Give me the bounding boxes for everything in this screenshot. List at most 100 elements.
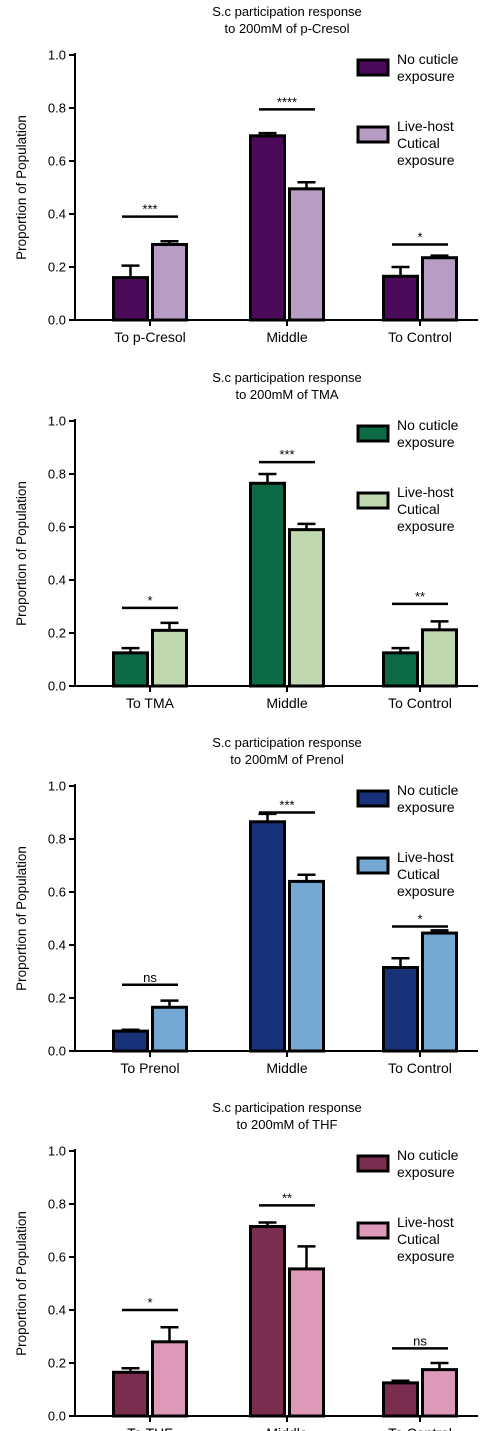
significance-label: *** (279, 798, 294, 813)
x-tick-label: To THF (127, 1425, 173, 1431)
y-tick-label: 0.4 (48, 573, 66, 588)
y-tick-label: 0.2 (48, 1356, 66, 1371)
legend-swatch (356, 1221, 390, 1240)
y-tick-label: 0.0 (48, 1044, 66, 1059)
bar (151, 242, 188, 322)
bar (151, 1340, 188, 1418)
significance-label: ns (413, 1333, 427, 1348)
legend-label: No cuticle (397, 417, 459, 433)
y-tick-label: 1.0 (48, 48, 66, 63)
y-tick-label: 0.6 (48, 520, 66, 535)
y-tick-label: 0.8 (48, 467, 66, 482)
y-tick-label: 0.8 (48, 101, 66, 116)
chart-title-line2: to 200mM of Prenol (230, 752, 344, 767)
bar (288, 879, 325, 1053)
legend-label: Live-host (397, 484, 454, 500)
legend-label: Cutical (397, 866, 440, 882)
y-tick-label: 0.4 (48, 207, 66, 222)
significance-label: *** (279, 447, 294, 462)
significance-label: * (417, 911, 422, 926)
x-tick-label: To Control (388, 1425, 452, 1431)
chart-title-line1: S.c participation response (212, 1100, 362, 1115)
legend-label: exposure (397, 152, 455, 168)
bar (382, 1381, 419, 1418)
y-tick-label: 0.8 (48, 1197, 66, 1212)
bar (421, 256, 458, 322)
x-tick-label: To Control (388, 329, 452, 345)
bar (288, 1267, 325, 1418)
x-tick-label: Middle (266, 695, 307, 711)
significance-label: * (417, 229, 422, 244)
y-tick-label: 1.0 (48, 779, 66, 794)
bar (288, 187, 325, 322)
chart-title-line2: to 200mM of THF (237, 1117, 338, 1132)
chart-title-line1: S.c participation response (212, 370, 362, 385)
bar (249, 481, 286, 688)
y-tick-label: 0.2 (48, 991, 66, 1006)
significance-label: ** (415, 589, 425, 604)
legend-label: Cutical (397, 501, 440, 517)
x-tick-label: To TMA (126, 695, 175, 711)
x-tick-label: Middle (266, 1060, 307, 1076)
legend-label: Cutical (397, 135, 440, 151)
legend-label: exposure (397, 1248, 455, 1264)
bar (421, 1368, 458, 1418)
legend-label: Live-host (397, 849, 454, 865)
significance-label: * (147, 1295, 152, 1310)
legend-label: exposure (397, 1164, 455, 1180)
legend-label: exposure (397, 883, 455, 899)
bar (421, 931, 458, 1053)
legend-swatch (356, 125, 390, 144)
x-tick-label: To Prenol (120, 1060, 179, 1076)
x-tick-label: To p-Cresol (114, 329, 186, 345)
legend-label: Cutical (397, 1231, 440, 1247)
y-axis-label: Proportion of Population (14, 1211, 29, 1356)
x-tick-label: Middle (266, 1425, 307, 1431)
significance-label: * (147, 593, 152, 608)
bar (249, 1225, 286, 1418)
bar (382, 651, 419, 688)
bar (288, 528, 325, 688)
legend-label: No cuticle (397, 1147, 459, 1163)
x-tick-label: To Control (388, 695, 452, 711)
bar (112, 1029, 149, 1053)
y-axis-label: Proportion of Population (14, 115, 29, 260)
bar (112, 651, 149, 688)
y-tick-label: 0.6 (48, 1250, 66, 1265)
y-tick-label: 1.0 (48, 1144, 66, 1159)
legend-label: No cuticle (397, 51, 459, 67)
legend-label: exposure (397, 434, 455, 450)
chart-panel-2: S.c participation response to 200mM of TM… (14, 370, 478, 711)
y-tick-label: 0.6 (48, 885, 66, 900)
x-tick-label: Middle (266, 329, 307, 345)
y-tick-label: 0.8 (48, 832, 66, 847)
legend-label: Live-host (397, 1214, 454, 1230)
chart-panel-3: S.c participation response to 200mM of Pr… (14, 735, 478, 1076)
bar (249, 820, 286, 1053)
bar (112, 276, 149, 322)
legend-label: Live-host (397, 118, 454, 134)
chart-title-line2: to 200mM of TMA (235, 387, 338, 402)
significance-label: *** (142, 202, 157, 217)
y-tick-label: 1.0 (48, 414, 66, 429)
legend-swatch (356, 58, 390, 77)
chart-title-line2: to 200mM of p-Cresol (225, 21, 350, 36)
y-tick-label: 0.4 (48, 1303, 66, 1318)
y-tick-label: 0.2 (48, 626, 66, 641)
legend-swatch (356, 789, 390, 808)
chart-title-line1: S.c participation response (212, 4, 362, 19)
bar (382, 966, 419, 1053)
y-tick-label: 0.2 (48, 260, 66, 275)
y-tick-label: 0.6 (48, 154, 66, 169)
significance-label: ns (143, 970, 157, 985)
bar (151, 628, 188, 688)
legend-swatch (356, 424, 390, 443)
significance-label: **** (277, 94, 297, 109)
chart-title-line1: S.c participation response (212, 735, 362, 750)
bar (112, 1370, 149, 1418)
bar (151, 1005, 188, 1053)
legend-label: No cuticle (397, 782, 459, 798)
legend-label: exposure (397, 799, 455, 815)
legend-swatch (356, 1154, 390, 1173)
